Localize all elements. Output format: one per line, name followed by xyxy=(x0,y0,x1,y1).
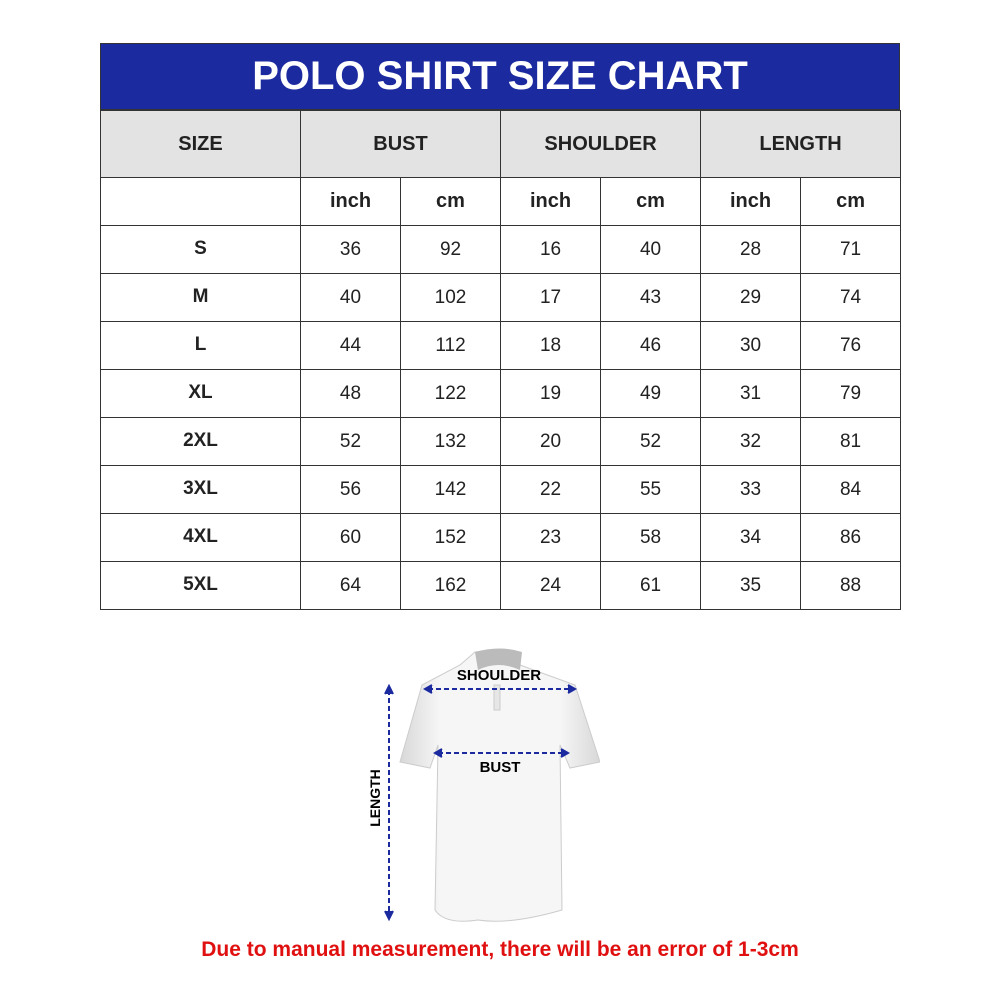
value-cell: 58 xyxy=(600,513,702,562)
value-cell: 23 xyxy=(500,513,602,562)
collar xyxy=(475,648,522,670)
value-cell: 34 xyxy=(700,513,802,562)
value-cell: 56 xyxy=(300,465,401,514)
value-cell: 46 xyxy=(600,321,702,370)
bust-arrow-icon xyxy=(432,748,571,758)
chart-title: POLO SHIRT SIZE CHART xyxy=(100,43,900,110)
size-cell: 2XL xyxy=(100,417,301,466)
table-row: 5XL 64 162 24 61 35 88 xyxy=(100,561,902,610)
value-cell: 28 xyxy=(700,225,802,274)
length-arrow-icon xyxy=(384,683,394,922)
value-cell: 152 xyxy=(399,513,502,562)
value-cell: 132 xyxy=(399,417,502,466)
shoulder-arrow-icon xyxy=(422,684,578,694)
size-cell: 5XL xyxy=(100,561,301,610)
table-row: L 44 112 18 46 30 76 xyxy=(100,321,902,370)
value-cell: 102 xyxy=(399,273,502,322)
value-cell: 40 xyxy=(600,225,702,274)
table-row: S 36 92 16 40 28 71 xyxy=(100,225,902,274)
value-cell: 19 xyxy=(500,369,602,418)
value-cell: 44 xyxy=(300,321,401,370)
header-bust: BUST xyxy=(299,110,502,178)
value-cell: 61 xyxy=(600,561,702,610)
size-cell: S xyxy=(100,225,301,274)
value-cell: 162 xyxy=(399,561,502,610)
value-cell: 20 xyxy=(500,417,602,466)
unit-cell: inch xyxy=(700,177,802,226)
value-cell: 31 xyxy=(700,369,802,418)
unit-cell: cm xyxy=(399,177,502,226)
polo-shirt-diagram: SHOULDER BUST LENGTH xyxy=(367,648,600,922)
value-cell: 71 xyxy=(800,225,902,274)
table-row: M 40 102 17 43 29 74 xyxy=(100,273,902,322)
empty-cell xyxy=(100,177,301,226)
value-cell: 32 xyxy=(700,417,802,466)
length-label: LENGTH xyxy=(367,769,383,827)
value-cell: 122 xyxy=(399,369,502,418)
header-size: SIZE xyxy=(100,110,301,178)
value-cell: 64 xyxy=(300,561,401,610)
header-row: SIZE BUST SHOULDER LENGTH xyxy=(100,110,902,178)
table-row: XL 48 122 19 49 31 79 xyxy=(100,369,902,418)
value-cell: 36 xyxy=(300,225,401,274)
size-cell: 3XL xyxy=(100,465,301,514)
value-cell: 112 xyxy=(399,321,502,370)
value-cell: 55 xyxy=(600,465,702,514)
bust-label: BUST xyxy=(480,759,521,776)
header-shoulder: SHOULDER xyxy=(500,110,702,178)
size-table: SIZE BUST SHOULDER LENGTH inch cm inch c… xyxy=(100,110,902,610)
size-cell: XL xyxy=(100,369,301,418)
shoulder-label: SHOULDER xyxy=(457,667,541,684)
value-cell: 18 xyxy=(500,321,602,370)
value-cell: 17 xyxy=(500,273,602,322)
value-cell: 92 xyxy=(399,225,502,274)
value-cell: 22 xyxy=(500,465,602,514)
unit-cell: cm xyxy=(600,177,702,226)
value-cell: 142 xyxy=(399,465,502,514)
unit-cell: cm xyxy=(800,177,902,226)
measurement-note: Due to manual measurement, there will be… xyxy=(201,938,799,961)
unit-cell: inch xyxy=(500,177,602,226)
header-length: LENGTH xyxy=(700,110,902,178)
table-row: 4XL 60 152 23 58 34 86 xyxy=(100,513,902,562)
value-cell: 86 xyxy=(800,513,902,562)
value-cell: 88 xyxy=(800,561,902,610)
size-cell: 4XL xyxy=(100,513,301,562)
value-cell: 60 xyxy=(300,513,401,562)
table-row: 2XL 52 132 20 52 32 81 xyxy=(100,417,902,466)
unit-row: inch cm inch cm inch cm xyxy=(100,177,902,226)
value-cell: 24 xyxy=(500,561,602,610)
value-cell: 43 xyxy=(600,273,702,322)
value-cell: 35 xyxy=(700,561,802,610)
value-cell: 40 xyxy=(300,273,401,322)
value-cell: 49 xyxy=(600,369,702,418)
value-cell: 30 xyxy=(700,321,802,370)
size-cell: M xyxy=(100,273,301,322)
size-cell: L xyxy=(100,321,301,370)
value-cell: 29 xyxy=(700,273,802,322)
value-cell: 33 xyxy=(700,465,802,514)
value-cell: 52 xyxy=(600,417,702,466)
value-cell: 48 xyxy=(300,369,401,418)
unit-cell: inch xyxy=(300,177,401,226)
value-cell: 81 xyxy=(800,417,902,466)
value-cell: 76 xyxy=(800,321,902,370)
value-cell: 84 xyxy=(800,465,902,514)
table-row: 3XL 56 142 22 55 33 84 xyxy=(100,465,902,514)
value-cell: 79 xyxy=(800,369,902,418)
value-cell: 16 xyxy=(500,225,602,274)
value-cell: 74 xyxy=(800,273,902,322)
value-cell: 52 xyxy=(300,417,401,466)
